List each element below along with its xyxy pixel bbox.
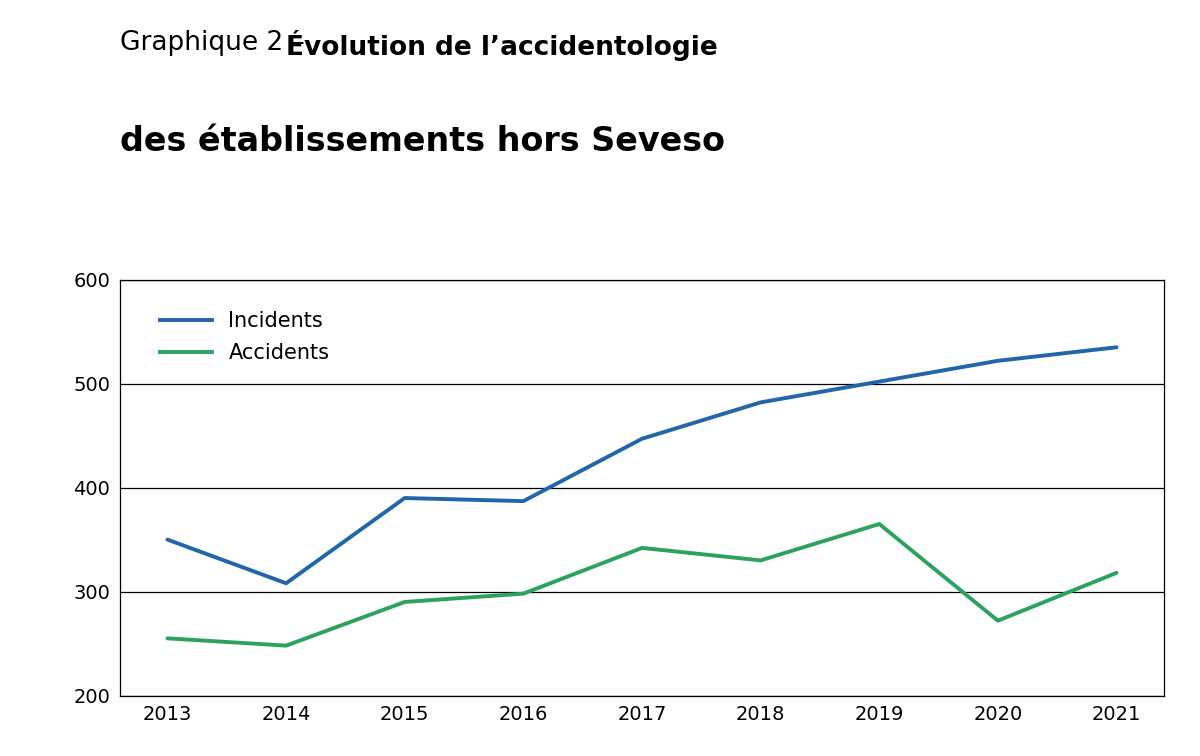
Text: des établissements hors Seveso: des établissements hors Seveso xyxy=(120,125,725,158)
Legend: Incidents, Accidents: Incidents, Accidents xyxy=(151,302,337,372)
Text: Graphique 2 –: Graphique 2 – xyxy=(120,30,313,56)
Text: Évolution de l’accidentologie: Évolution de l’accidentologie xyxy=(286,30,718,61)
